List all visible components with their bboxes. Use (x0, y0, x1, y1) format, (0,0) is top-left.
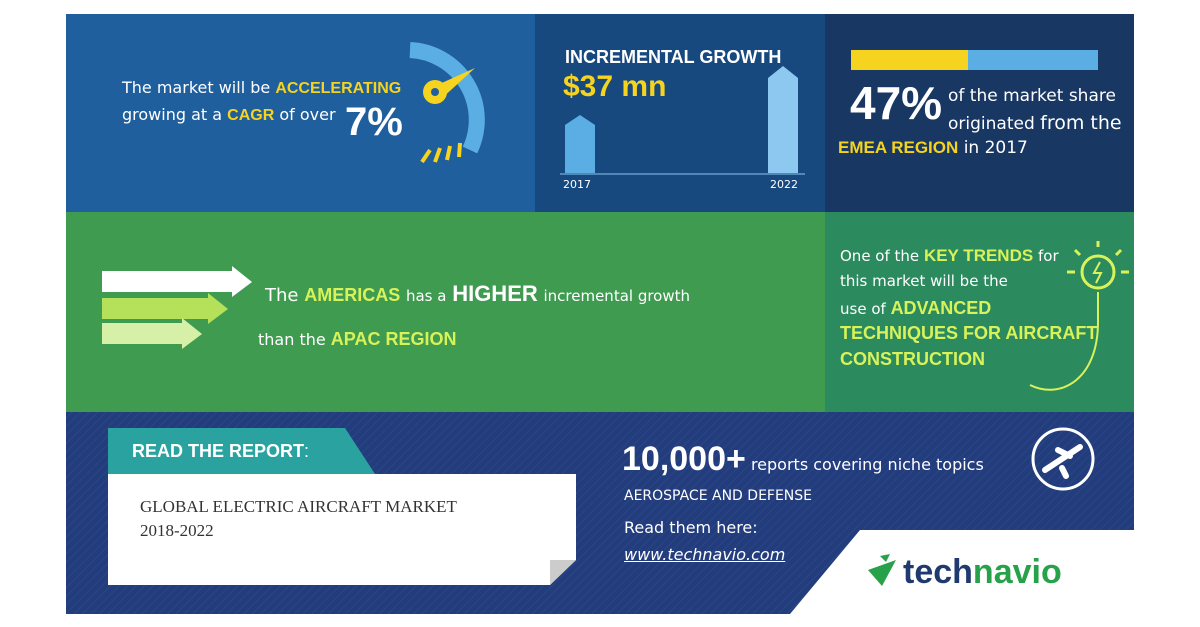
share-value: 47% (850, 77, 943, 129)
reports-line: 10,000+ reports covering niche topics (622, 440, 984, 479)
report-label: READ THE REPORT: (132, 441, 309, 462)
trends-line: One of the KEY TRENDS for (840, 246, 1059, 266)
text: for (1037, 247, 1059, 265)
sector: AEROSPACE AND DEFENSE (624, 488, 813, 504)
accent: ADVANCED (890, 298, 992, 318)
text: of over (279, 105, 336, 124)
text: incremental growth (543, 287, 691, 305)
trends-line: use of ADVANCED (840, 298, 991, 319)
report-title: GLOBAL ELECTRIC AIRCRAFT MARKET (140, 497, 457, 516)
count: 10,000+ (622, 440, 746, 478)
americas-line2: than the APAC REGION (258, 329, 456, 350)
report-years: 2018-2022 (140, 521, 214, 540)
text: has a (405, 287, 447, 305)
growth-title: INCREMENTAL GROWTH (565, 47, 782, 67)
year: 2022 (770, 178, 798, 191)
text: READ THE REPORT (132, 441, 305, 461)
text: in 2017 (963, 138, 1028, 158)
text: originated (948, 114, 1035, 134)
text: than the (258, 330, 326, 349)
cta: Read them here: (624, 518, 758, 537)
accent: KEY TRENDS (923, 246, 1034, 265)
text: : (304, 441, 310, 461)
accent: CAGR (227, 107, 275, 124)
link[interactable]: www.technavio.com (624, 545, 786, 564)
trends-line: TECHNIQUES FOR AIRCRAFT (840, 323, 1098, 343)
text: The (265, 285, 299, 306)
americas-line1: The AMERICAS has a HIGHER incremental gr… (265, 281, 690, 307)
logo-part: tech (903, 553, 973, 591)
share-text: EMEA REGION in 2017 (838, 138, 1028, 158)
cagr-line2: growing at a CAGR of over (122, 105, 336, 125)
accent: AMERICAS (304, 285, 401, 305)
text: from the (1040, 112, 1122, 134)
accent: ACCELERATING (275, 80, 402, 97)
logo-part: navio (972, 553, 1062, 591)
year: 2017 (563, 178, 591, 191)
share-text: of the market share (948, 86, 1116, 106)
accent: APAC REGION (330, 329, 457, 349)
text: One of the (840, 247, 920, 265)
text: use of (840, 300, 886, 318)
text: growing at a (122, 105, 223, 124)
region: EMEA REGION (838, 138, 959, 157)
trends-line: CONSTRUCTION (840, 349, 985, 369)
trends-line: this market will be the (840, 272, 1008, 290)
accent: HIGHER (452, 281, 538, 306)
text: reports covering niche topics (750, 455, 984, 474)
logo: technavio (903, 553, 1062, 592)
growth-value: $37 mn (563, 70, 667, 103)
cagr-line1: The market will be ACCELERATING (122, 78, 401, 98)
cagr-value: 7% (345, 100, 403, 144)
share-text: originated from the (948, 112, 1122, 134)
text: The market will be (122, 78, 271, 97)
